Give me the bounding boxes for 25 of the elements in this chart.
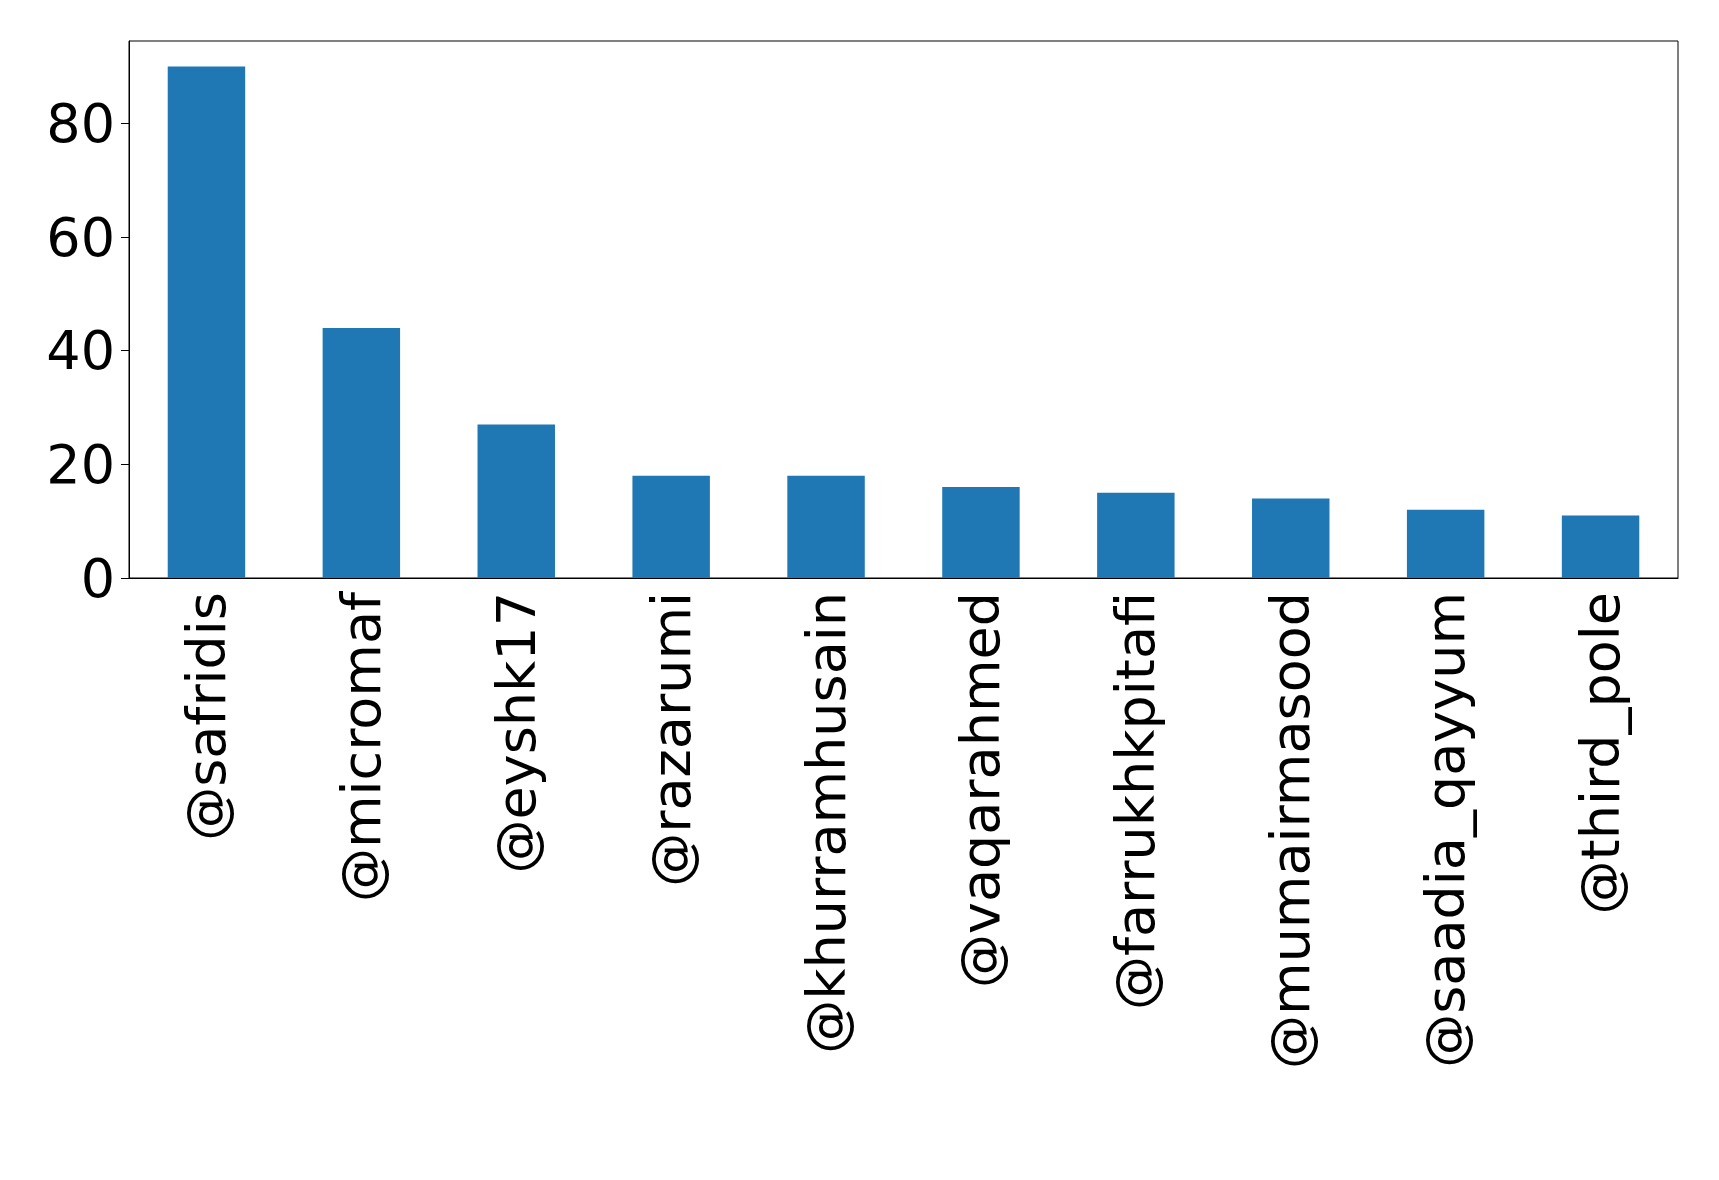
bar bbox=[1406, 509, 1485, 578]
x-tick-label: @third_pole bbox=[1569, 592, 1633, 915]
x-tick-label: @safridis bbox=[174, 592, 238, 841]
x-tick-label: @micromaf bbox=[329, 590, 393, 903]
y-tick-label: 80 bbox=[46, 91, 115, 155]
bar bbox=[1252, 498, 1330, 578]
x-tick-label: @saadia_qayyum bbox=[1414, 592, 1478, 1068]
x-tick-label: @mumairmasood bbox=[1259, 592, 1323, 1069]
x-tick-label: @farrukhkpitafi bbox=[1104, 592, 1168, 1011]
bar bbox=[477, 424, 555, 578]
y-tick-label: 20 bbox=[46, 432, 115, 496]
bar bbox=[1561, 515, 1640, 578]
x-tick-label: @razarumi bbox=[639, 592, 703, 887]
bar bbox=[942, 487, 1020, 578]
bar bbox=[1097, 492, 1175, 578]
y-tick-label: 60 bbox=[46, 205, 115, 269]
y-tick-label: 0 bbox=[80, 546, 115, 610]
x-tick-label: @eyshk17 bbox=[484, 592, 548, 874]
bar bbox=[787, 475, 865, 578]
x-tick-label: @vaqarahmed bbox=[949, 592, 1013, 989]
x-tick-label: @khurramhusain bbox=[794, 592, 858, 1054]
bar bbox=[322, 327, 401, 578]
bar bbox=[167, 66, 246, 578]
bar bbox=[632, 475, 710, 578]
y-tick-label: 40 bbox=[46, 319, 115, 383]
